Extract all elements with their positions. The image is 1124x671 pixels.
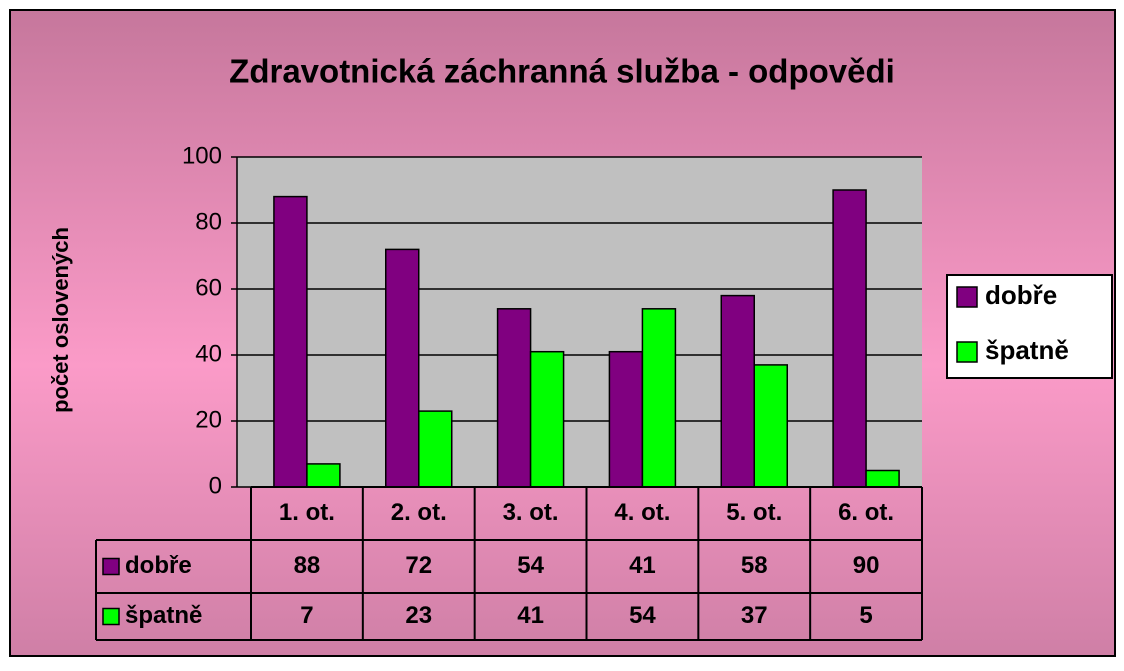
table-legend-label: dobře [125,552,192,579]
table-value: 37 [741,602,768,629]
table-value: 54 [517,552,544,579]
y-tick-label: 20 [195,406,222,433]
table-value: 90 [853,552,880,579]
table-value: 23 [405,602,432,629]
bar [753,364,788,488]
bar [832,189,867,488]
bar [273,195,308,488]
y-tick-label: 100 [182,142,222,169]
table-value: 5 [859,602,872,629]
x-tick-label: 4. ot. [614,499,670,526]
table-value: 41 [629,552,656,579]
legend-label: špatně [985,335,1069,365]
table-legend-key [102,607,120,626]
table-value: 88 [294,552,321,579]
x-tick-label: 6. ot. [838,499,894,526]
y-axis-title: počet oslovených [48,227,73,413]
bar [865,469,900,488]
bar [720,294,755,488]
bar [306,463,341,488]
table-value: 41 [517,602,544,629]
x-tick-label: 3. ot. [503,499,559,526]
y-tick-label: 40 [195,340,222,367]
bar [418,410,453,488]
bar [641,308,677,488]
bar [496,308,532,488]
x-tick-label: 2. ot. [391,499,447,526]
legend-key [956,341,978,363]
chart-title: Zdravotnická záchranná služba - odpovědi [229,53,895,90]
bar [385,248,420,488]
table-legend-key [102,557,120,576]
bar [608,350,644,488]
y-tick-label: 0 [209,472,222,499]
legend-label: dobře [985,280,1057,310]
bar [529,350,565,488]
table-value: 54 [629,602,656,629]
table-value: 72 [405,552,432,579]
legend-key [956,286,978,308]
plot-area [237,157,922,487]
y-tick-label: 60 [195,274,222,301]
table-value: 7 [300,602,313,629]
table-value: 58 [741,552,768,579]
x-tick-label: 5. ot. [726,499,782,526]
y-tick-label: 80 [195,208,222,235]
table-legend-label: špatně [125,602,202,629]
x-tick-label: 1. ot. [279,499,335,526]
